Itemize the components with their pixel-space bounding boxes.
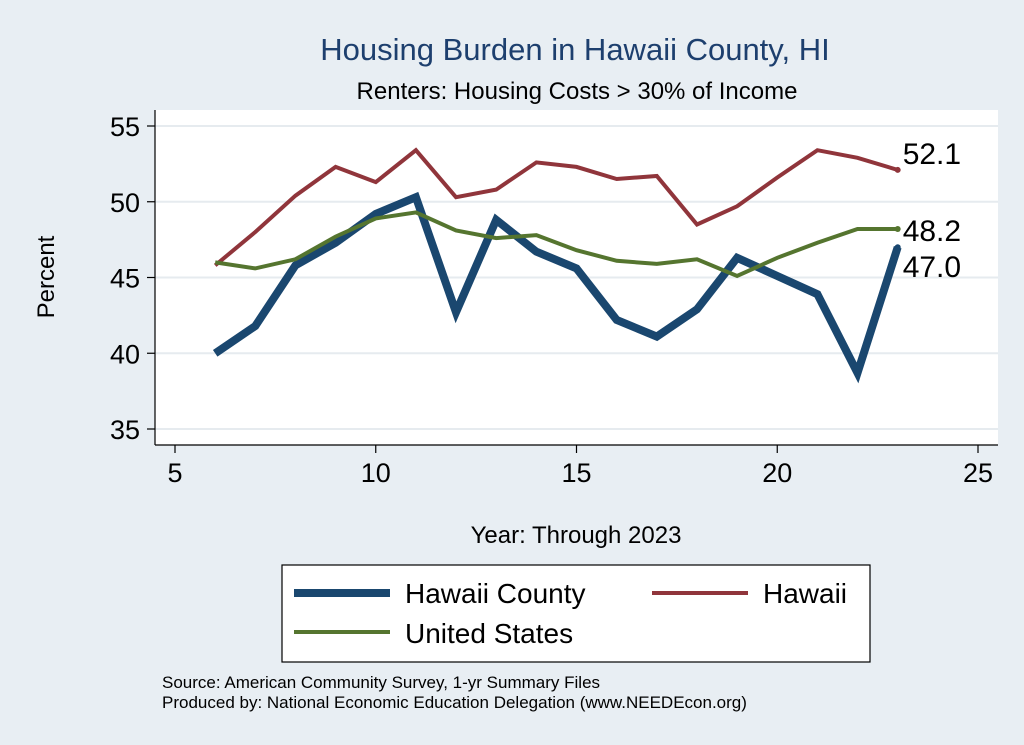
x-tick-label-20: 20 — [762, 458, 792, 488]
gridlines — [155, 125, 998, 430]
legend-box — [281, 564, 871, 663]
y-tick-label-50: 50 — [110, 188, 140, 218]
y-tick-label-55: 55 — [110, 112, 140, 142]
chart-title: Housing Burden in Hawaii County, HI — [320, 32, 829, 67]
x-tick-label-10: 10 — [361, 458, 391, 488]
x-ticks: 5 10 15 20 25 — [167, 445, 993, 488]
y-tick-label-45: 45 — [110, 264, 140, 294]
legend: Hawaii County Hawaii United States — [281, 564, 871, 663]
end-point-hawaii — [894, 166, 901, 173]
y-axis-label: Percent — [33, 235, 60, 318]
legend-label-united-states: United States — [405, 618, 573, 649]
source-note: Source: American Community Survey, 1-yr … — [162, 673, 600, 692]
y-tick-label-35: 35 — [110, 415, 140, 445]
series-line-hawaii-county — [212, 191, 902, 384]
x-axis-label: Year: Through 2023 — [471, 522, 682, 549]
end-label-united-states: 48.2 — [903, 215, 961, 248]
end-point-united-states — [894, 226, 901, 233]
x-tick-label-25: 25 — [963, 458, 993, 488]
end-label-hawaii: 52.1 — [903, 138, 961, 171]
x-tick-label-15: 15 — [561, 458, 591, 488]
series-line-hawaii — [213, 147, 899, 267]
series-lines — [212, 147, 902, 384]
end-label-hawaii-county: 47.0 — [903, 251, 961, 284]
end-point-hawaii-county — [894, 244, 901, 251]
legend-label-hawaii: Hawaii — [763, 578, 847, 609]
end-labels: 47.0 52.1 48.2 — [903, 138, 961, 284]
producer-note: Produced by: National Economic Education… — [162, 693, 747, 712]
legend-label-hawaii-county: Hawaii County — [405, 578, 586, 609]
series-line-united-states — [214, 210, 898, 279]
x-tick-label-5: 5 — [167, 458, 182, 488]
y-ticks: 35 40 45 50 55 — [110, 112, 155, 445]
chart-subtitle: Renters: Housing Costs > 30% of Income — [357, 78, 798, 105]
y-tick-label-40: 40 — [110, 339, 140, 369]
